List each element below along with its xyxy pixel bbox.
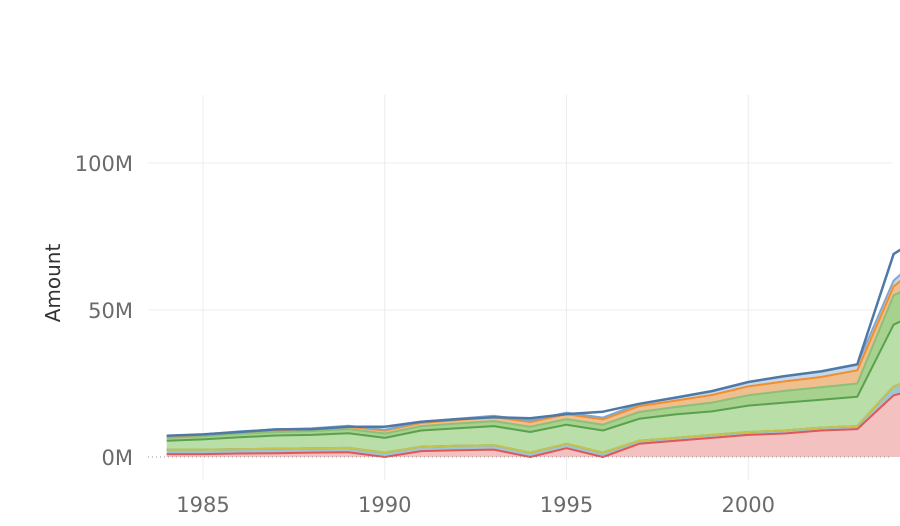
series-line-5	[166, 291, 900, 439]
area-series-6	[166, 281, 900, 438]
y-tick-label: 50M	[88, 299, 133, 323]
x-tick-label: 1985	[176, 493, 229, 517]
y-tick-label: 100M	[75, 152, 133, 176]
x-tick-label: 1995	[540, 493, 593, 517]
series-line-3	[166, 383, 900, 454]
y-axis-title: Amount	[41, 244, 65, 323]
x-axis-ticks: 19851990199520002005201020152020	[176, 493, 775, 517]
area-series-1	[166, 393, 900, 457]
series-line-4	[166, 320, 900, 442]
x-tick-label: 2000	[722, 493, 775, 517]
grid-lines	[148, 95, 892, 480]
y-axis-ticks: 0M 50M 100M	[75, 152, 133, 470]
y-tick-label: 0M	[102, 446, 133, 470]
area-series-4	[166, 321, 900, 453]
series-lines	[148, 248, 900, 458]
series-line-1	[166, 392, 900, 458]
total-outline	[166, 248, 900, 438]
area-series-5	[166, 292, 900, 441]
stacked-areas	[166, 274, 900, 457]
x-tick-label: 1990	[358, 493, 411, 517]
